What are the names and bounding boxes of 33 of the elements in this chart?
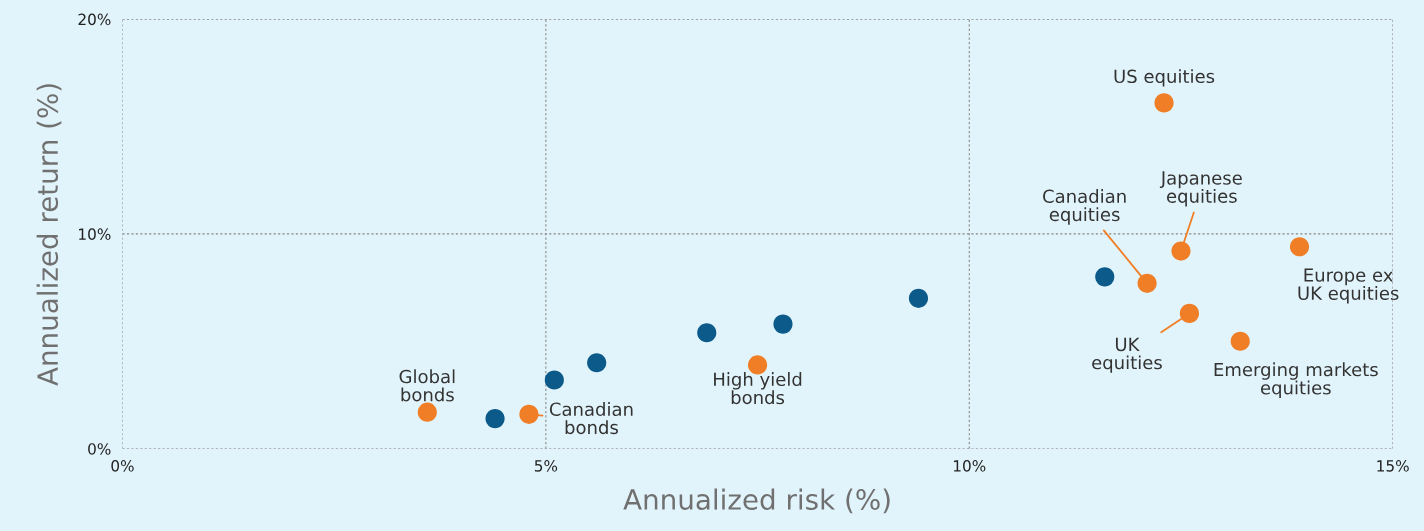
- point: [1095, 267, 1115, 287]
- x-tick-label: 10%: [953, 460, 986, 472]
- point: [1179, 303, 1200, 323]
- point: [908, 288, 929, 308]
- annotation: Japanese equities: [1159, 171, 1242, 207]
- point: [544, 370, 564, 390]
- annotation: Canadian bonds: [549, 402, 633, 435]
- annotation: US equities: [1114, 69, 1215, 87]
- annotation: Emerging markets equities: [1214, 362, 1378, 399]
- point: [1137, 273, 1157, 293]
- x-tick-label: 5%: [534, 460, 558, 472]
- annotation: UK equities: [1092, 337, 1162, 373]
- x-tick-label: 15%: [1377, 460, 1409, 472]
- y-tick-label: 20%: [78, 13, 111, 26]
- point: [1289, 237, 1310, 257]
- y-tick-label: 10%: [79, 228, 111, 240]
- annotation: Canadian equities: [1043, 189, 1126, 225]
- y-tick-label: 0%: [88, 443, 111, 455]
- x-tick-label: 0%: [111, 460, 134, 472]
- point: [1230, 331, 1250, 351]
- point: [1154, 93, 1174, 113]
- point: [485, 409, 505, 429]
- annotation: High yield bonds: [714, 372, 802, 405]
- point: [587, 353, 607, 373]
- y-axis-title: Annualized return (%): [36, 84, 62, 386]
- point: [519, 404, 539, 424]
- point: [417, 402, 437, 422]
- point: [1171, 241, 1191, 261]
- annotation: Europe ex UK equities: [1298, 268, 1399, 304]
- point: [697, 323, 717, 343]
- x-axis-title: Annualized risk (%): [623, 488, 890, 514]
- annotation: Global bonds: [399, 369, 455, 402]
- point: [773, 314, 793, 334]
